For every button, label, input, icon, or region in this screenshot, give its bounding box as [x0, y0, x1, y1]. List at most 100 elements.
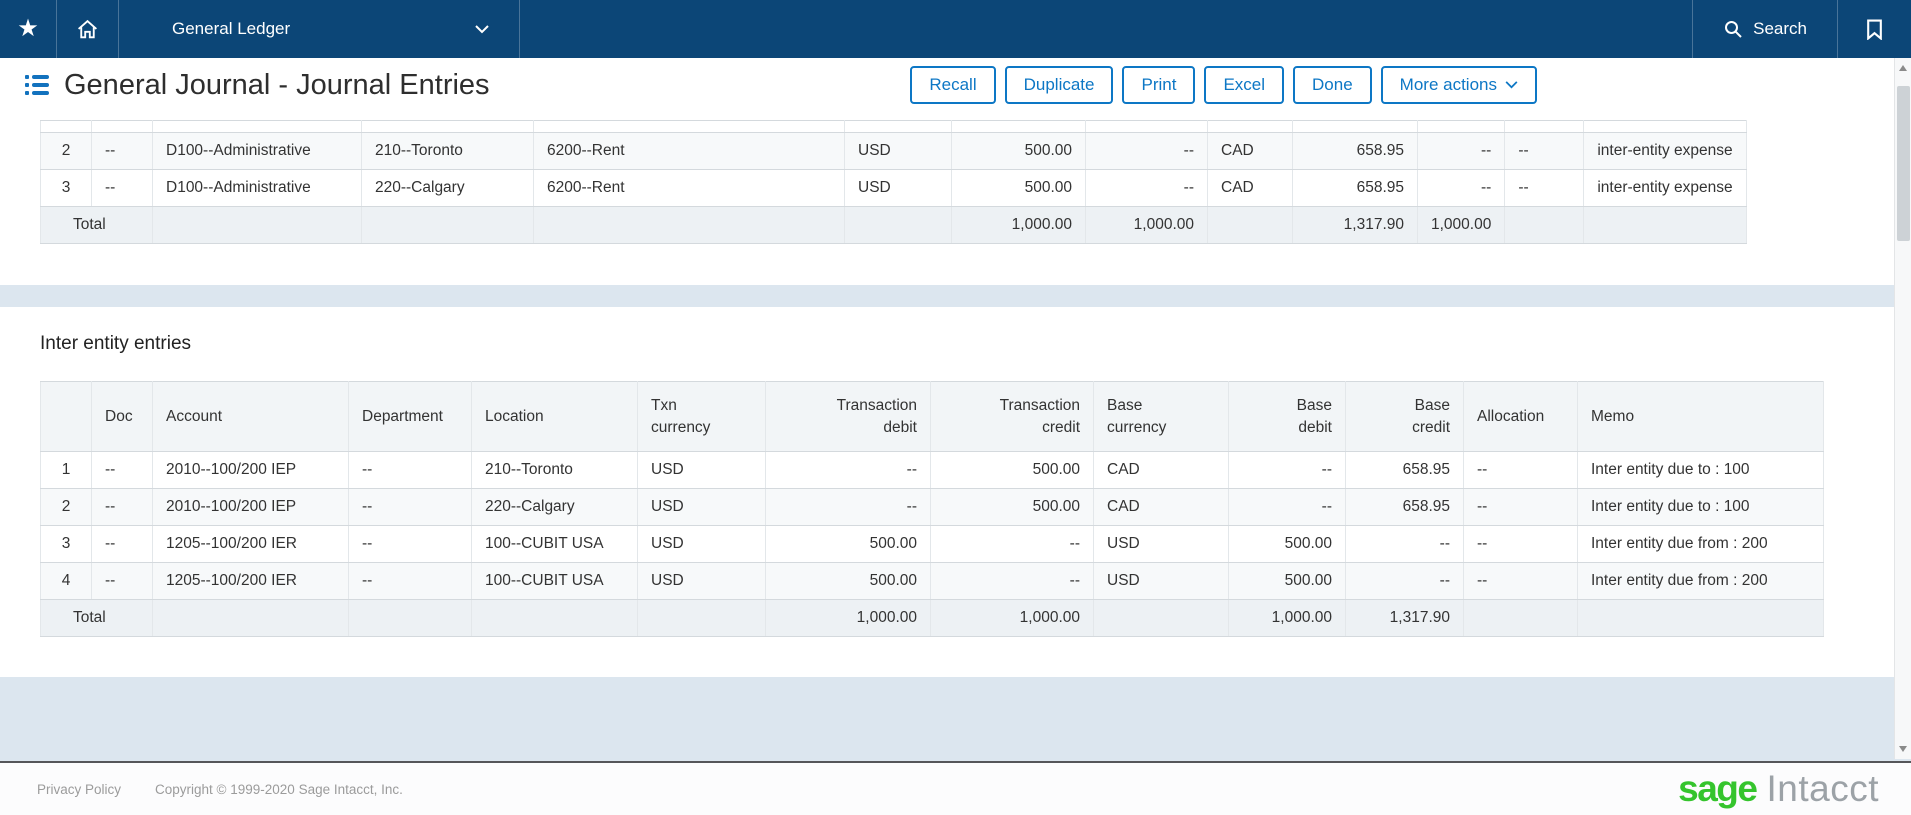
cell-memo: Inter entity due to : 100 — [1577, 451, 1824, 489]
cell-account: 2010--100/200 IEP — [152, 488, 349, 526]
cell-txn_currency: USD — [844, 169, 952, 207]
cell-base_debit: -- — [1228, 451, 1346, 489]
cell-base_currency: CAD — [1207, 132, 1293, 170]
duplicate-button[interactable]: Duplicate — [1004, 66, 1114, 104]
cell-allocation: -- — [1504, 132, 1585, 170]
section-heading: Inter entity entries — [40, 333, 192, 354]
table-row: 4 -- 1205--100/200 IER -- 100--CUBIT USA USD 5… — [40, 562, 1824, 600]
cell-account: 6200--Rent — [533, 132, 845, 170]
cell-allocation: -- — [1463, 451, 1578, 489]
total-department — [348, 599, 472, 637]
top-nav-bar: ★ General Ledger Search — [0, 0, 1911, 58]
logo-sage-text: sage — [1678, 768, 1758, 809]
total-account — [152, 599, 349, 637]
cell-txn_debit: -- — [765, 451, 931, 489]
cell-department: -- — [348, 562, 472, 600]
column-header-allocation: Allocation — [1463, 381, 1578, 452]
bookmark-button[interactable] — [1838, 0, 1911, 58]
record-list-icon[interactable] — [25, 75, 51, 95]
excel-button[interactable]: Excel — [1204, 66, 1285, 104]
cell-base_currency: CAD — [1093, 451, 1229, 489]
column-header-department: Department — [348, 381, 472, 452]
table-header-row: Doc Account Department Location Txn currency… — [40, 381, 1824, 452]
favorites-button[interactable]: ★ — [0, 0, 57, 58]
cell-doc: -- — [91, 169, 153, 207]
cell-num: 2 — [40, 488, 92, 526]
total-row: Total 1,000.00 1,000.00 1,317.90 1,000.00 — [40, 206, 1747, 244]
more-actions-button[interactable]: More actions — [1380, 66, 1537, 104]
total-memo — [1577, 599, 1824, 637]
done-button[interactable]: Done — [1293, 66, 1372, 104]
total-txn_credit: 1,000.00 — [930, 599, 1094, 637]
cell-num: 4 — [40, 562, 92, 600]
cell-txn_credit: -- — [930, 562, 1094, 600]
cell-num: 2 — [40, 132, 92, 170]
total-location — [361, 206, 534, 244]
column-header-account: Account — [152, 381, 349, 452]
cell-txn_currency: USD — [637, 562, 766, 600]
home-button[interactable] — [57, 0, 119, 58]
cell-account: 1205--100/200 IER — [152, 525, 349, 563]
page-title-bar: General Journal - Journal Entries Recall… — [0, 58, 1911, 112]
total-txn_debit: 1,000.00 — [951, 206, 1086, 244]
scrollbar-thumb[interactable] — [1897, 86, 1910, 241]
cell-account: 6200--Rent — [533, 169, 845, 207]
total-base_debit: 1,317.90 — [1292, 206, 1418, 244]
total-base_credit: 1,317.90 — [1345, 599, 1464, 637]
cell-allocation: -- — [1463, 562, 1578, 600]
cell-account: 2010--100/200 IEP — [152, 451, 349, 489]
cell-memo: Inter entity due to : 100 — [1577, 488, 1824, 526]
cell-location: 220--Calgary — [471, 488, 638, 526]
cell-base_currency: CAD — [1093, 488, 1229, 526]
cell-department: -- — [348, 451, 472, 489]
total-location — [471, 599, 638, 637]
cell-department: -- — [348, 525, 472, 563]
scroll-down-arrow[interactable] — [1895, 741, 1911, 757]
table-row: 3 -- 1205--100/200 IER -- 100--CUBIT USA USD 5… — [40, 525, 1824, 563]
cell-txn_credit: 500.00 — [930, 488, 1094, 526]
total-allocation — [1504, 206, 1585, 244]
search-button[interactable]: Search — [1692, 0, 1838, 58]
cell-location: 100--CUBIT USA — [471, 562, 638, 600]
copyright-text: Copyright © 1999-2020 Sage Intacct, Inc. — [155, 781, 403, 797]
module-selector[interactable]: General Ledger — [119, 0, 520, 58]
page-footer: Privacy Policy Copyright © 1999-2020 Sag… — [0, 761, 1911, 815]
page-title: General Journal - Journal Entries — [64, 68, 490, 101]
chevron-down-icon — [1505, 81, 1518, 89]
cell-txn_debit: 500.00 — [951, 132, 1086, 170]
cell-department: D100--Administrative — [152, 132, 362, 170]
cell-doc: -- — [91, 488, 153, 526]
cell-doc: -- — [91, 525, 153, 563]
total-base_credit: 1,000.00 — [1416, 206, 1506, 244]
cell-num: 3 — [40, 525, 92, 563]
cell-base_debit: 500.00 — [1228, 562, 1346, 600]
cell-base_credit: -- — [1416, 169, 1506, 207]
cell-location: 100--CUBIT USA — [471, 525, 638, 563]
table-row: 2 -- 2010--100/200 IEP -- 220--Calgary USD -- 5… — [40, 488, 1824, 526]
module-selector-label: General Ledger — [172, 19, 291, 38]
print-button[interactable]: Print — [1122, 66, 1196, 104]
cell-doc: -- — [91, 451, 153, 489]
cell-base_currency: CAD — [1207, 169, 1293, 207]
chevron-down-icon — [475, 24, 489, 34]
cell-num: 3 — [40, 169, 92, 207]
cell-txn_debit: 500.00 — [951, 169, 1086, 207]
cell-base_credit: -- — [1345, 525, 1464, 563]
scroll-up-arrow[interactable] — [1895, 60, 1911, 76]
column-header-base_credit: Base credit — [1345, 381, 1464, 452]
cell-txn_currency: USD — [637, 451, 766, 489]
recall-button[interactable]: Recall — [910, 66, 996, 104]
cell-txn_currency: USD — [637, 525, 766, 563]
total-account — [533, 206, 845, 244]
cell-location: 220--Calgary — [361, 169, 534, 207]
inter-entity-table: Doc Account Department Location Txn currency… — [40, 381, 1824, 637]
sage-intacct-logo: sage Intacct — [1678, 768, 1879, 810]
column-header-txn_credit: Transaction credit — [930, 381, 1094, 452]
content-area: 2 -- D100--Administrative 210--Toronto 6200-… — [0, 112, 1911, 761]
total-label: Total — [40, 206, 153, 244]
cell-base_currency: USD — [1093, 562, 1229, 600]
star-icon: ★ — [17, 15, 39, 42]
cell-doc: -- — [91, 132, 153, 170]
privacy-policy-link[interactable]: Privacy Policy — [37, 781, 122, 797]
